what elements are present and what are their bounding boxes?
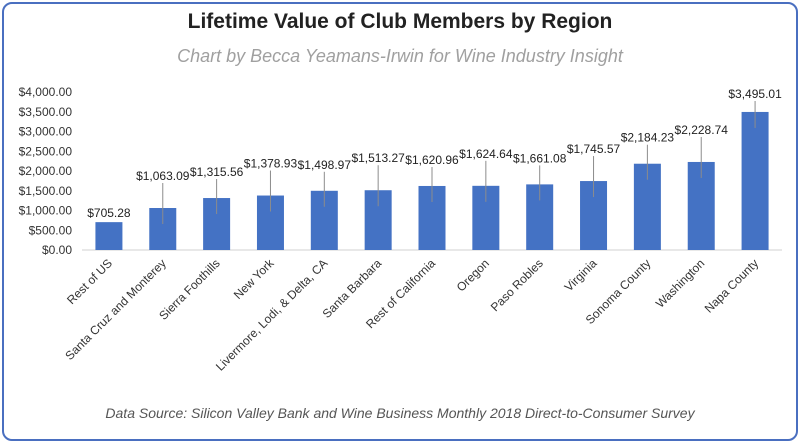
x-tick-label: New York (231, 256, 277, 302)
data-label: $705.28 (87, 206, 131, 220)
y-tick-label: $500.00 (29, 223, 73, 237)
y-tick-label: $0.00 (42, 243, 72, 257)
x-tick-label: Virginia (562, 256, 600, 294)
data-label: $1,513.27 (351, 151, 405, 165)
x-tick-label: Rest of US (64, 256, 115, 307)
y-tick-label: $1,500.00 (19, 184, 73, 198)
data-source-note: Data Source: Silicon Valley Bank and Win… (105, 405, 695, 421)
data-label: $1,745.57 (567, 142, 621, 156)
x-tick-label: Washington (653, 256, 707, 310)
data-label: $3,495.01 (728, 87, 782, 101)
x-tick-label: Santa Cruz and Monterey (62, 256, 169, 363)
data-label: $2,228.74 (675, 123, 729, 137)
x-tick-label: Oregon (454, 256, 492, 294)
data-label: $1,661.08 (513, 151, 567, 165)
data-label: $1,063.09 (136, 169, 190, 183)
chart-title: Lifetime Value of Club Members by Region (187, 10, 613, 33)
data-label: $1,620.96 (405, 153, 459, 167)
y-tick-label: $3,000.00 (19, 125, 73, 139)
data-label: $1,624.64 (459, 147, 513, 161)
data-label: $1,315.56 (190, 165, 244, 179)
data-label: $1,498.97 (298, 158, 352, 172)
bar (741, 111, 769, 250)
chart-subtitle: Chart by Becca Yeamans-Irwin for Wine In… (177, 46, 623, 66)
bar (95, 222, 123, 250)
data-label: $1,378.93 (244, 157, 298, 171)
y-tick-label: $2,000.00 (19, 164, 73, 178)
x-tick-label: Livermore, Lodi, & Delta, CA (213, 256, 330, 373)
y-tick-label: $1,000.00 (19, 204, 73, 218)
x-tick-label: Napa County (702, 256, 761, 315)
data-label: $2,184.23 (621, 131, 675, 145)
y-tick-label: $2,500.00 (19, 144, 73, 158)
x-tick-label: Paso Robles (488, 256, 546, 314)
y-tick-label: $3,500.00 (19, 105, 73, 119)
y-tick-label: $4,000.00 (19, 85, 73, 99)
